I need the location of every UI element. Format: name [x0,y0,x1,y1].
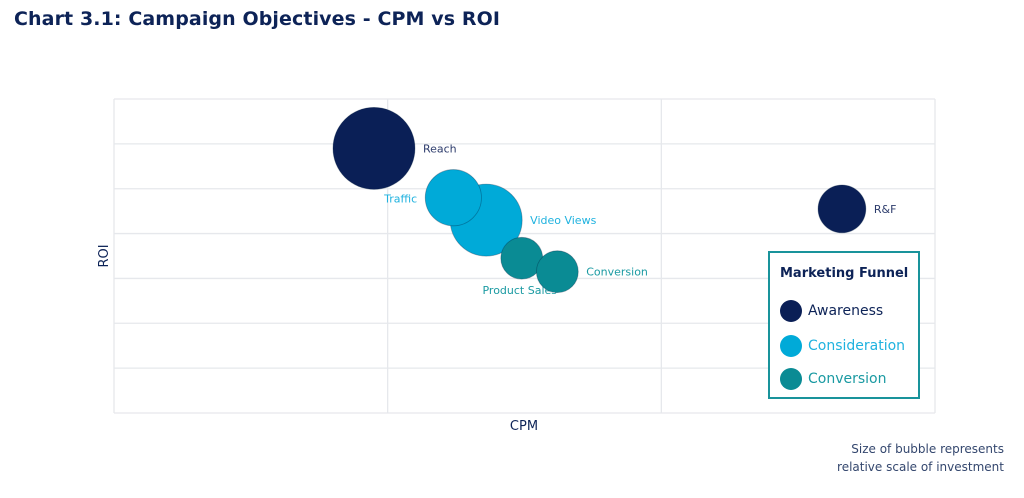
legend-title: Marketing Funnel [780,266,909,281]
bubble-r-f [817,184,867,234]
bubble-reach [332,106,416,190]
footnote-line: Size of bubble represents [851,442,1004,456]
legend-marker [780,335,802,357]
chart-title: Chart 3.1: Campaign Objectives - CPM vs … [14,8,501,30]
legend: Marketing Funnel Awareness Consideration… [768,251,920,399]
bubble-label: Reach [423,142,457,155]
legend-label: Consideration [808,338,906,354]
bubble-label: Product Sales [482,284,557,297]
legend-item-conversion: Conversion [780,368,887,390]
x-axis-label: CPM [510,419,538,434]
footnote-line: relative scale of investment [837,460,1004,474]
legend-item-awareness: Awareness [780,300,883,322]
bubble-label: Video Views [530,214,596,227]
legend-label: Conversion [808,371,887,387]
legend-marker [780,368,802,390]
bubble-label: Conversion [586,266,648,279]
y-axis-label: ROI [97,244,112,267]
footnote: Size of bubble represents relative scale… [837,440,1004,476]
legend-marker [780,300,802,322]
bubble-label: R&F [874,203,897,216]
bubble-traffic [424,169,482,227]
bubble-conversion [536,250,579,294]
bubble-label: Traffic [383,193,417,206]
legend-item-consideration: Consideration [780,335,905,357]
legend-label: Awareness [808,303,884,319]
bubbles: Reach Video Views Traffic Product Sales Conv… [332,106,897,297]
